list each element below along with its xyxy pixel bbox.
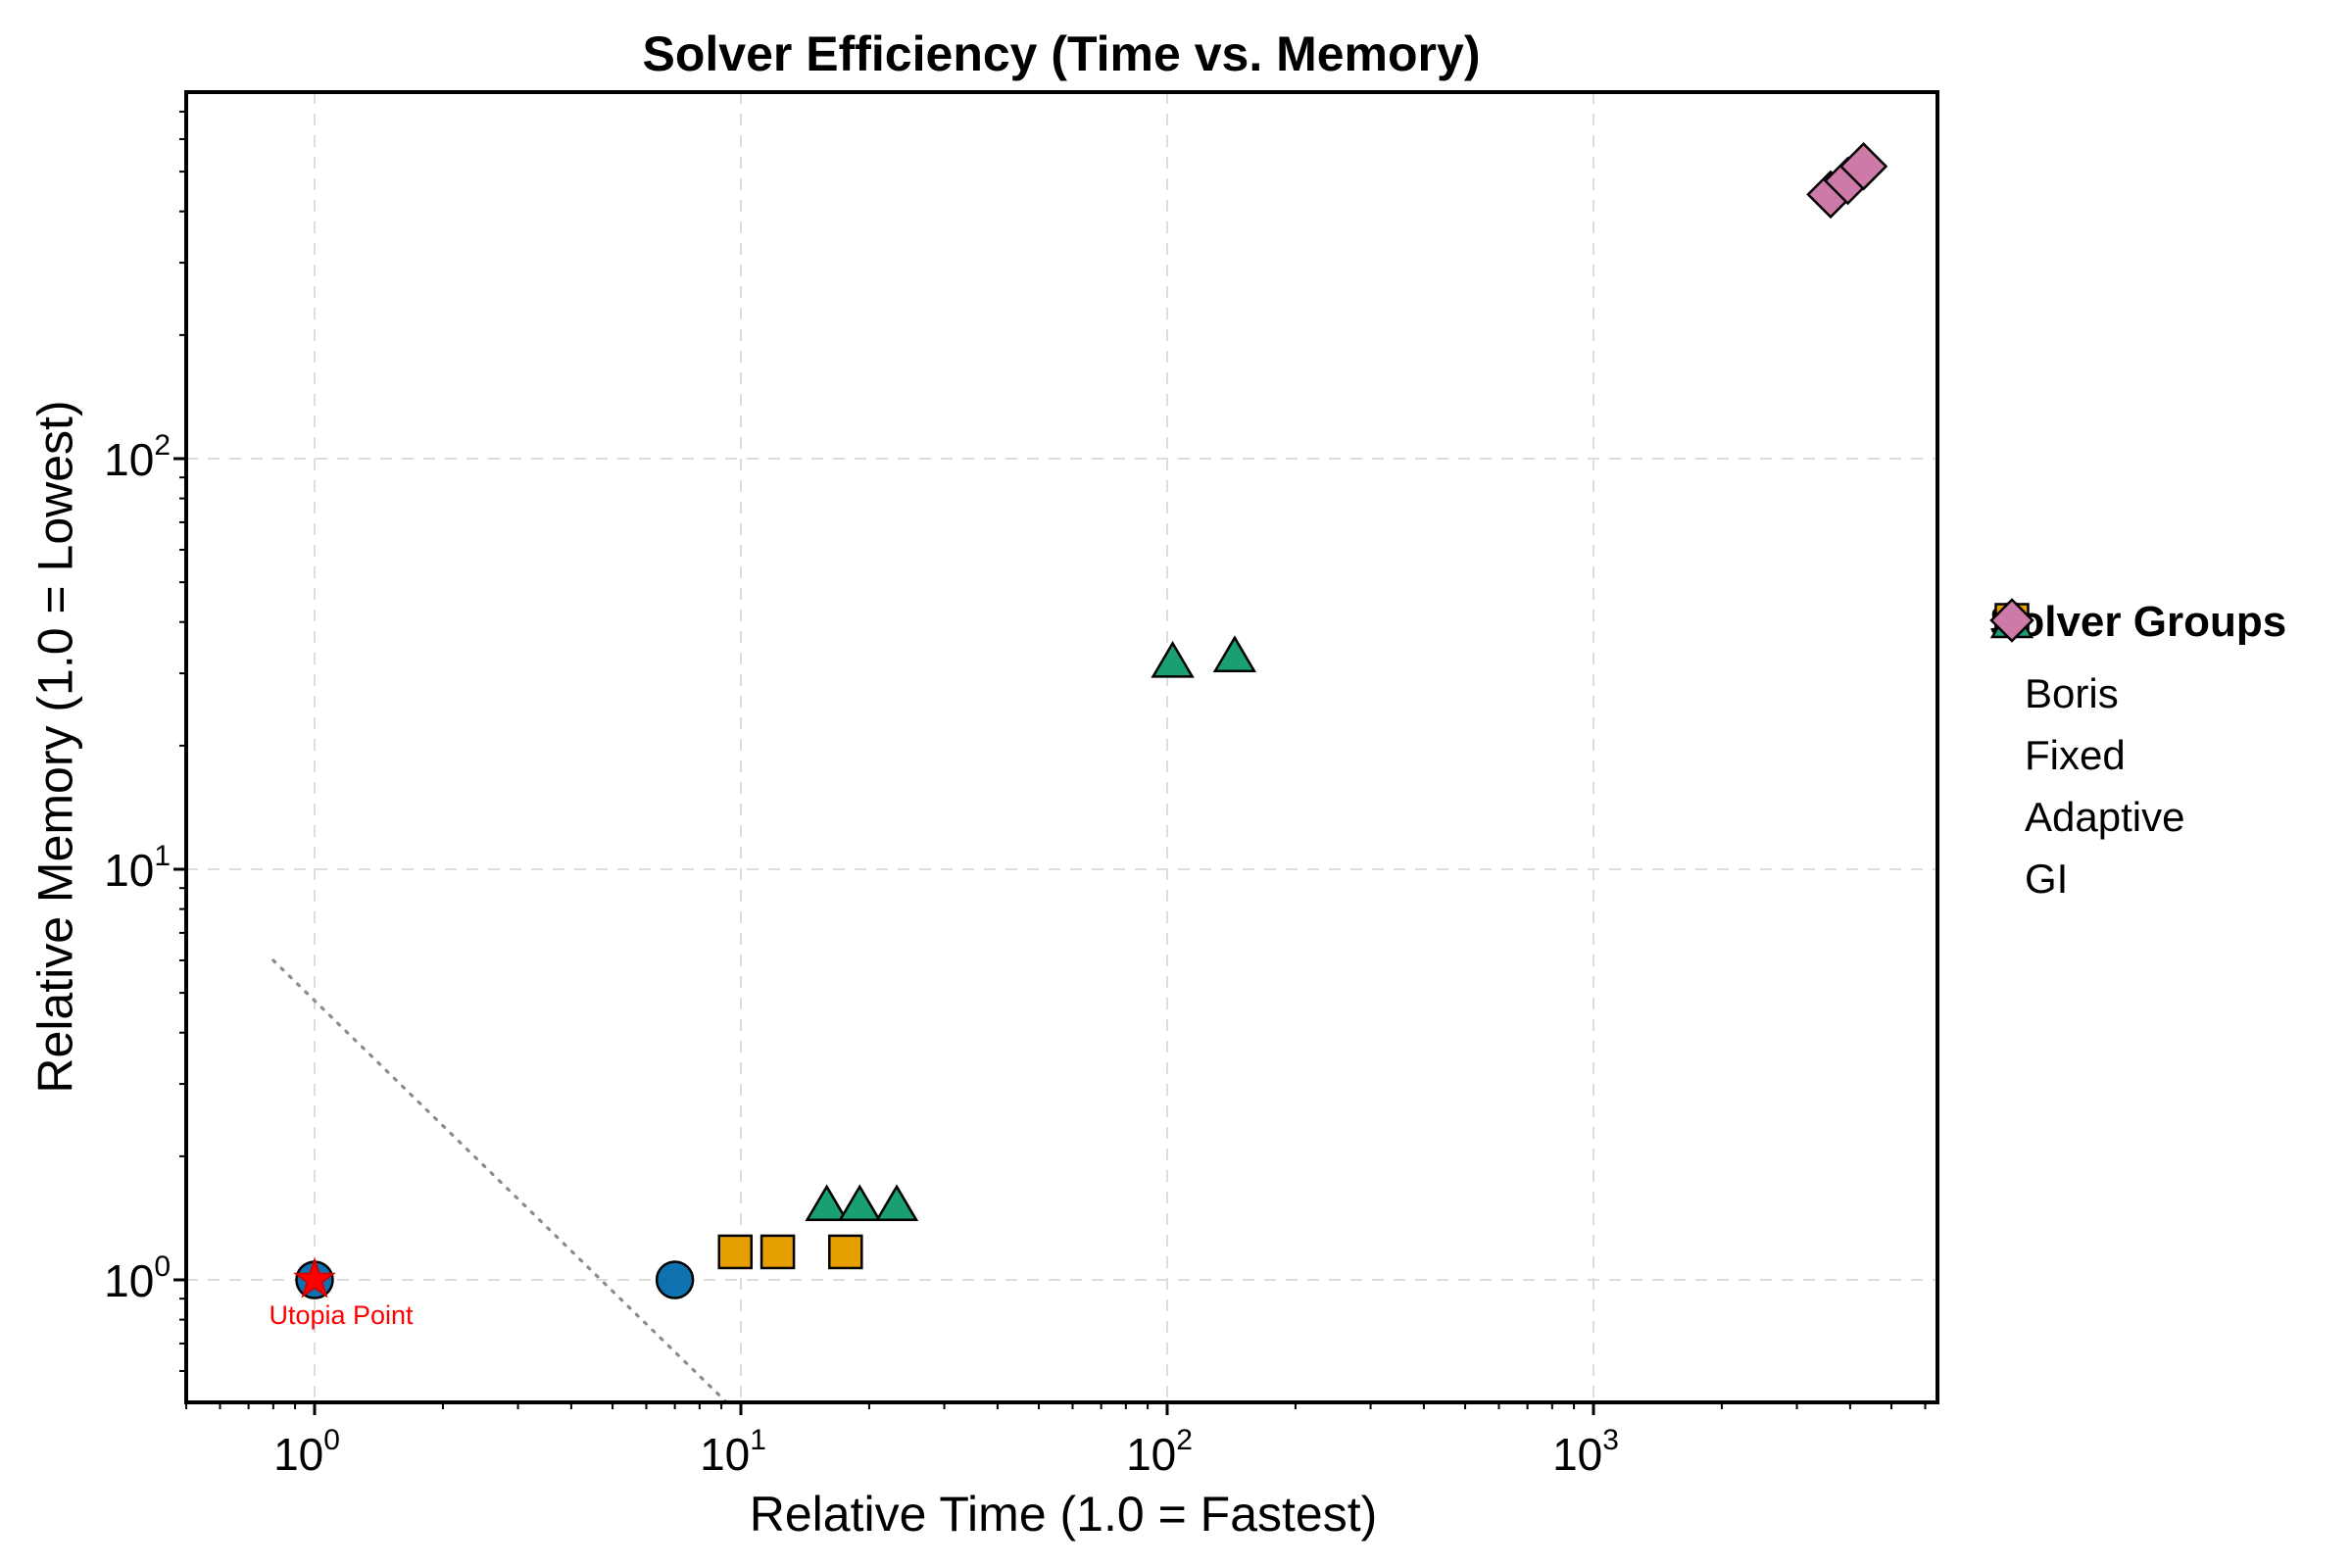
y-tick-label: 102: [104, 429, 171, 485]
legend-item-boris: Boris: [1993, 602, 2286, 716]
y-axis-label: Relative Memory (1.0 = Lowest): [27, 400, 83, 1094]
fixed-data-point: [760, 1234, 796, 1270]
legend-item-fixed: Fixed: [1994, 603, 2286, 778]
chart-title: Solver Efficiency (Time vs. Memory): [642, 26, 1481, 81]
legend-item-gi: GI: [1989, 598, 2286, 902]
adaptive-data-point: [1212, 635, 1257, 672]
legend-item-label: GI: [2025, 856, 2069, 902]
legend-item-label: Adaptive: [2025, 794, 2185, 840]
legend-item-label: Boris: [2025, 670, 2119, 716]
plot-border: [184, 90, 1939, 1404]
utopia-star-icon: [293, 1256, 336, 1298]
x-tick-label: 102: [1126, 1424, 1193, 1480]
legend-title: Solver Groups: [1989, 598, 2287, 646]
legend-item-label: Fixed: [2025, 732, 2126, 778]
x-tick-label: 100: [273, 1424, 340, 1480]
adaptive-data-point: [838, 1184, 882, 1222]
gi-data-point: [1838, 141, 1888, 191]
adaptive-data-point: [1151, 640, 1195, 678]
iso-cost-reference-line: [271, 958, 729, 1402]
y-tick-label: 101: [104, 840, 171, 896]
fixed-data-point: [717, 1234, 753, 1270]
utopia-point-label: Utopia Point: [269, 1300, 414, 1330]
x-tick-label: 101: [700, 1424, 766, 1480]
diamond-legend-marker-icon: [1989, 598, 2034, 643]
legend-items: Boris Fixed Adaptive GI: [1989, 598, 2286, 902]
legend-item-adaptive: Adaptive: [1989, 599, 2286, 840]
y-tick-label: 100: [104, 1250, 171, 1306]
adaptive-data-point: [805, 1184, 849, 1222]
boris-data-point: [655, 1260, 695, 1299]
x-axis-label: Relative Time (1.0 = Fastest): [749, 1487, 1378, 1542]
x-tick-label: 103: [1552, 1424, 1619, 1480]
legend: Solver Groups Boris Fixed Adaptive GI: [1989, 598, 2287, 902]
adaptive-data-point: [874, 1184, 919, 1222]
fixed-data-point: [828, 1234, 863, 1270]
